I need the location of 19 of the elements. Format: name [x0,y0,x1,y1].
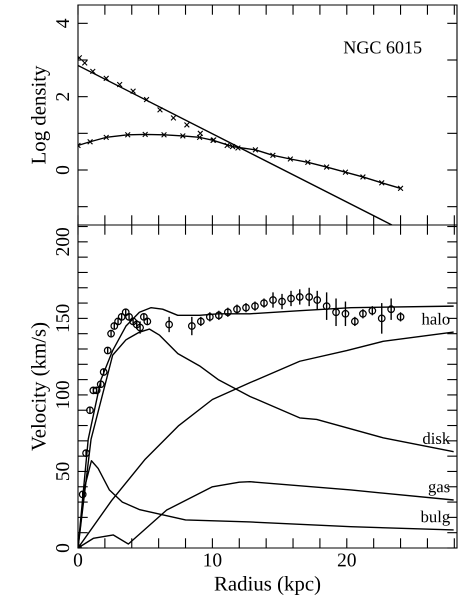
y-tick-label: 0 [56,166,70,174]
y-tick-label: 200 [56,228,70,256]
y-tick-label: 50 [56,462,70,480]
y-tick-label: 150 [56,304,70,332]
x-tick-label: 10 [204,553,222,567]
y-tick-label: 0 [56,544,70,552]
legend-label: gas [428,484,450,496]
legend-label: disk [423,432,450,444]
legend-label: bulg [420,510,450,526]
annotation: NGC 6015 [344,41,422,54]
y-tick-label: 2 [56,92,69,101]
x-tick-label: 0 [74,553,82,567]
x-axis-title: Radius (kpc) [214,576,320,595]
y-axis-title: Velocity (km/s) [31,322,50,451]
y-axis-title: Log density [31,66,50,164]
x-tick-label: 20 [338,553,356,567]
legend-label: halo [422,312,450,325]
y-tick-label: 100 [56,381,70,408]
y-tick-label: 4 [56,18,69,28]
